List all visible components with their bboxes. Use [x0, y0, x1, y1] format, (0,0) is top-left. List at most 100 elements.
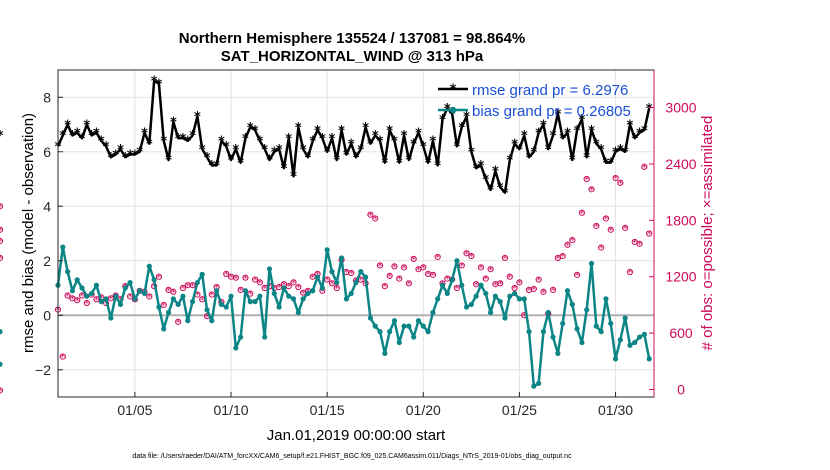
y2-tick-label: 1800 [665, 212, 696, 228]
obs-assimilated-point: * [633, 239, 638, 249]
bias-point [564, 288, 571, 294]
footnote: data file: /Users/raeder/DAI/ATM_forcXX/… [132, 453, 572, 460]
bias-point [439, 282, 446, 288]
rmse-point: * [559, 132, 566, 147]
obs-possible-point [232, 274, 239, 281]
rmse-point: * [530, 146, 537, 161]
rmse-point: * [454, 140, 461, 155]
obs-assimilated-point: * [359, 276, 364, 286]
y2-tick-label: 0 [677, 381, 685, 397]
rmse-point: * [261, 143, 268, 158]
obs-assimilated-point: * [61, 353, 66, 363]
obs-possible-point [367, 211, 374, 218]
obs-possible-point [396, 275, 403, 282]
obs-assimilated-point: * [522, 312, 527, 322]
bias-point [435, 296, 441, 302]
obs-possible-point [372, 215, 379, 222]
legend: * rmse grand pr = 6.2976 bias grand pr =… [438, 82, 631, 120]
rmse-point: * [386, 124, 393, 139]
rmse-point: * [473, 162, 480, 177]
obs-possible-point [405, 280, 412, 287]
obs-assimilated-point: * [190, 282, 195, 292]
bias-point [314, 274, 321, 280]
y-tick-label: 6 [43, 144, 51, 160]
obs-assimilated-point: * [0, 226, 3, 236]
obs-possible-point [535, 276, 542, 283]
y-axis-right: 0 600 1200 1800 2400 3000 [649, 70, 697, 397]
rmse-point: * [88, 129, 95, 144]
y-axis-label: rmse and bias (model - observation) [20, 113, 37, 353]
rmse-point: * [0, 129, 4, 144]
bias-point [228, 293, 234, 299]
obs-assimilated-point: * [80, 292, 85, 302]
bias-point [175, 301, 181, 307]
rmse-point: * [583, 151, 590, 166]
bias-point [281, 285, 287, 291]
bias-point [199, 271, 205, 277]
obs-assimilated-point: * [387, 272, 392, 282]
bias-point [247, 299, 253, 305]
bias-point [113, 293, 119, 299]
rmse-point: * [170, 116, 177, 131]
obs-possible-point [242, 274, 249, 281]
obs-assimilated-point: * [411, 255, 416, 265]
obs-assimilated-point: * [637, 240, 642, 250]
obs-assimilated-point: * [493, 281, 498, 291]
bias-point [444, 290, 450, 297]
bias-point [127, 279, 133, 286]
obs-assimilated-point: * [171, 288, 176, 298]
obs-possible-point [0, 203, 4, 210]
obs-possible-point [578, 209, 586, 216]
bias-point [646, 356, 652, 362]
obs-assimilated-point: * [161, 302, 166, 312]
rmse-line [56, 79, 651, 194]
obs-possible-point [646, 230, 653, 237]
obs-assimilated-point: * [157, 273, 162, 283]
obs-possible-point [458, 262, 465, 269]
obs-assimilated-point: * [589, 186, 594, 196]
rmse-point: * [252, 124, 259, 139]
obs-assimilated-point: * [551, 286, 556, 296]
x-tick-label: 01/30 [598, 402, 633, 418]
obs-assimilated-point: * [262, 285, 267, 295]
rmse-point: * [593, 137, 600, 152]
bias-point [420, 323, 426, 329]
bias-point [338, 255, 345, 261]
rmse-point: * [136, 146, 143, 161]
bias-point [319, 285, 325, 291]
obs-possible-point [83, 299, 90, 307]
rmse-point: * [237, 156, 244, 171]
rmse-point: * [329, 132, 336, 147]
rmse-point: * [357, 143, 364, 158]
bias-point [574, 326, 580, 332]
bias-point [286, 293, 292, 299]
obs-possible-point [511, 284, 518, 292]
obs-assimilated-point: * [205, 313, 210, 323]
bias-point [415, 318, 422, 324]
obs-assimilated-point: * [527, 286, 532, 296]
bias-point [156, 304, 162, 310]
bias-point [516, 296, 523, 302]
bias-point [146, 263, 152, 269]
obs-possible-point [0, 387, 4, 394]
bias-point [98, 299, 104, 305]
y2-tick-label: 600 [669, 325, 693, 341]
obs-assimilated-point: * [459, 262, 464, 272]
rmse-point: * [343, 148, 350, 163]
obs-possible-point [559, 252, 566, 260]
bias-point [242, 288, 249, 294]
obs-assimilated-point: * [445, 275, 450, 285]
rmse-point: * [165, 154, 172, 169]
bias-point [411, 334, 417, 340]
obs-possible-point [516, 279, 523, 286]
rmse-point: * [79, 132, 86, 147]
obs-assimilated-point: * [584, 176, 589, 186]
bias-point [185, 318, 191, 324]
rmse-point: * [641, 124, 648, 139]
rmse-point: * [574, 124, 581, 139]
y-tick-label: 4 [43, 198, 51, 214]
bias-point [103, 296, 109, 302]
bias-point [69, 288, 76, 294]
rmse-point: * [521, 129, 528, 144]
bias-point [454, 258, 460, 264]
